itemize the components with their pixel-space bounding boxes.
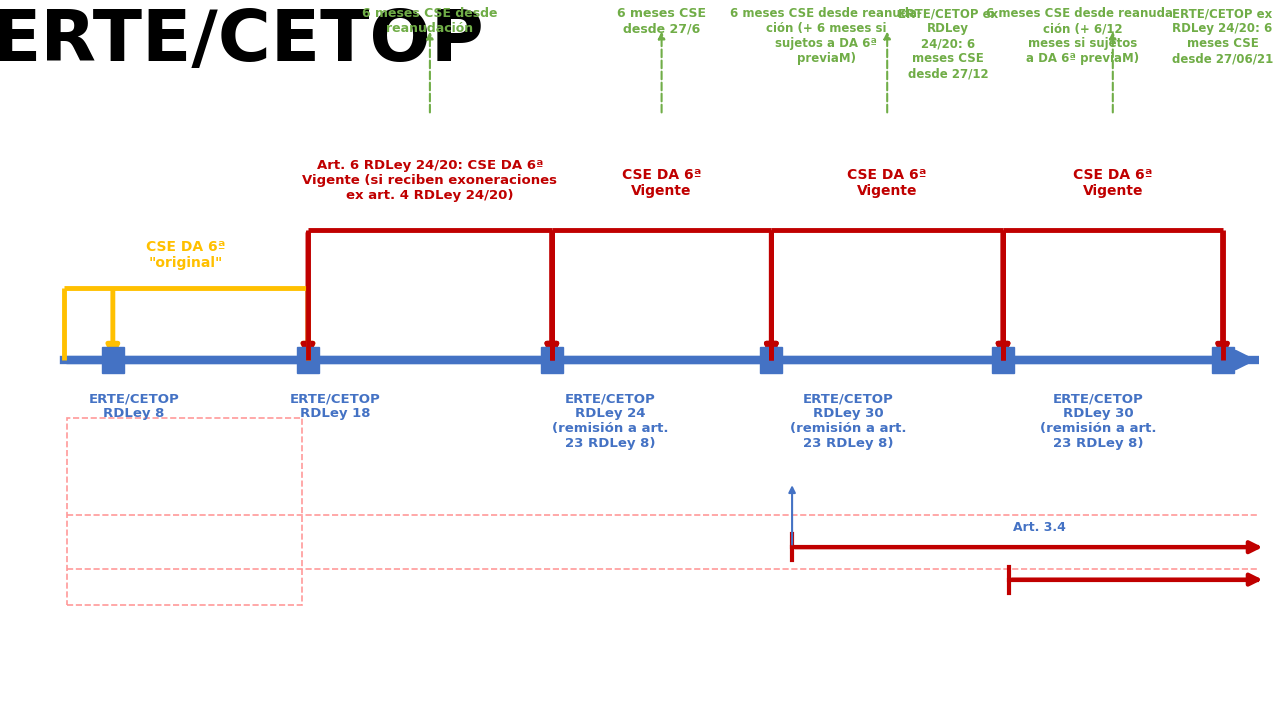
Text: 6 meses CSE desde reanuda-
ción (+ 6 meses si
sujetos a DA 6ª
previaM): 6 meses CSE desde reanuda- ción (+ 6 mes… (731, 7, 922, 66)
Bar (1212, 348, 1234, 373)
Text: 6 meses CSE desde
reanudación: 6 meses CSE desde reanudación (362, 7, 498, 35)
Text: 6 meses CSE desde reanuda-
ción (+ 6/12
meses si sujetos
a DA 6ª previaM): 6 meses CSE desde reanuda- ción (+ 6/12 … (987, 7, 1179, 66)
Text: ERTE/CETOP
RDLey 30
(remisión a art.
23 RDLey 8): ERTE/CETOP RDLey 30 (remisión a art. 23 … (1039, 392, 1156, 451)
Bar (760, 348, 782, 373)
Text: CSE DA 6ª
"original": CSE DA 6ª "original" (146, 240, 225, 270)
Bar (102, 348, 124, 373)
Text: CSE DA 6ª
Vigente: CSE DA 6ª Vigente (1073, 168, 1152, 198)
Text: ERTE/CETOP
RDLey 18: ERTE/CETOP RDLey 18 (289, 392, 380, 420)
Bar (541, 348, 563, 373)
Bar (297, 348, 319, 373)
Text: ERTE/CETOP
RDLey 24
(remisión a art.
23 RDLey 8): ERTE/CETOP RDLey 24 (remisión a art. 23 … (552, 392, 668, 451)
Text: ERTE/CETOP ex
RDLey 24/20: 6
meses CSE
desde 27/06/21: ERTE/CETOP ex RDLey 24/20: 6 meses CSE d… (1172, 7, 1274, 66)
Text: Art. 6 RDLey 24/20: CSE DA 6ª
Vigente (si reciben exoneraciones
ex art. 4 RDLey : Art. 6 RDLey 24/20: CSE DA 6ª Vigente (s… (302, 158, 557, 202)
Text: ERTE/CETOP
RDLey 30
(remisión a art.
23 RDLey 8): ERTE/CETOP RDLey 30 (remisión a art. 23 … (790, 392, 906, 451)
Text: CSE DA 6ª
Vigente: CSE DA 6ª Vigente (847, 168, 927, 198)
Text: ERTE/CETOP: ERTE/CETOP (0, 7, 484, 76)
Bar (992, 348, 1014, 373)
Text: Art. 3.4: Art. 3.4 (1014, 521, 1066, 534)
Text: ERTE/CETOP
RDLey 8: ERTE/CETOP RDLey 8 (88, 392, 179, 420)
Text: CSE DA 6ª
Vigente: CSE DA 6ª Vigente (622, 168, 701, 198)
Bar (67, 418, 302, 605)
Text: 6 meses CSE
desde 27/6: 6 meses CSE desde 27/6 (617, 7, 707, 35)
Text: ERTE/CETOP ex
RDLey
24/20: 6
meses CSE
desde 27/12: ERTE/CETOP ex RDLey 24/20: 6 meses CSE d… (899, 7, 998, 80)
